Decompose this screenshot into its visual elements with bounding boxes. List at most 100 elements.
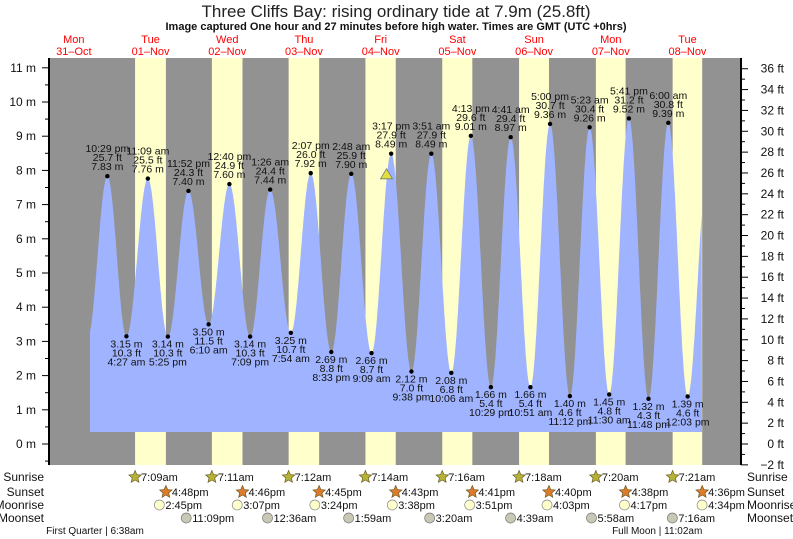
moonset-icon	[424, 512, 436, 524]
high-tide-point	[186, 188, 191, 194]
high-tide-point	[349, 171, 354, 177]
low-tide-label: 9:09 am	[353, 373, 391, 385]
high-tide-label: 25.7 ft	[93, 152, 122, 164]
high-tide-label: 9.36 m	[534, 109, 566, 121]
day-label-date: 08–Nov	[669, 46, 707, 58]
moonrise-icon	[153, 499, 165, 511]
high-tide-label: 7.40 m	[172, 176, 204, 188]
high-tide-label: 7.83 m	[91, 161, 123, 173]
moonset-time: 12:36am	[274, 513, 317, 525]
moonrise-icon	[231, 499, 243, 511]
sunrise-time: 7:18am	[525, 472, 562, 484]
right-tick-label: 26 ft	[761, 166, 785, 180]
day-label-date: 03–Nov	[285, 46, 323, 58]
sunrise-time: 7:11am	[218, 472, 254, 484]
sunrise-row-label: Sunrise	[3, 470, 44, 484]
tide-area	[90, 118, 702, 433]
moonrise-icon	[386, 499, 398, 511]
high-tide-point	[227, 181, 232, 187]
sunrise-time: 7:16am	[448, 472, 485, 484]
high-tide-label: 30.4 ft	[575, 103, 604, 115]
day-label-date: 02–Nov	[208, 46, 246, 58]
moon-phase-label: First Quarter | 6:38am	[46, 526, 144, 537]
sunset-icon	[388, 484, 403, 499]
chart-title: Three Cliffs Bay: rising ordinary tide a…	[202, 2, 591, 21]
sunrise-icon	[665, 469, 680, 484]
high-tide-label: 9.01 m	[455, 121, 487, 133]
day-label-dow: Thu	[294, 34, 313, 46]
low-tide-label: 4.3 ft	[637, 410, 660, 422]
sunset-icon	[158, 484, 173, 499]
left-tick-label: 1 m	[16, 403, 36, 417]
moonset-time: 4:39am	[517, 513, 554, 525]
moonrise-time: 4:17pm	[630, 500, 667, 512]
sunset-time: 4:38pm	[632, 487, 669, 499]
right-tick-label: 34 ft	[761, 83, 785, 97]
low-tide-label: 2.69 m	[315, 354, 347, 366]
high-tide-label: 3:17 pm	[372, 121, 410, 133]
moonrise-icon	[541, 499, 553, 511]
moonset-icon	[343, 512, 355, 524]
low-tide-point	[247, 334, 253, 339]
moonrise-icon	[619, 499, 630, 511]
high-tide-label: 4:13 pm	[452, 103, 490, 115]
day-label-dow: Tue	[141, 34, 160, 46]
high-tide-label: 24.4 ft	[256, 166, 285, 178]
moonrise-time: 4:34pm	[708, 500, 745, 512]
low-tide-label: 2.66 m	[356, 355, 388, 367]
moonrise-row-label: Moonrise	[0, 498, 44, 512]
low-tide-label: 7:54 am	[272, 353, 310, 365]
sunrise-icon	[204, 469, 219, 484]
low-tide-point	[488, 385, 494, 390]
low-tide-label: 3.14 m	[152, 339, 184, 351]
high-tide-point	[105, 174, 110, 179]
low-tide-label: 10:29 pm	[469, 407, 513, 419]
day-label-dow: Mon	[63, 34, 84, 46]
high-tide-label: 26.0 ft	[296, 149, 325, 161]
high-tide-label: 4:41 am	[492, 104, 530, 116]
low-tide-point	[528, 385, 533, 390]
low-tide-point	[685, 394, 690, 399]
sunrise-icon	[512, 469, 527, 484]
low-tide-point	[329, 349, 334, 355]
low-tide-label: 5.4 ft	[519, 398, 542, 410]
left-tick-label: 11 m	[10, 61, 36, 75]
sunset-icon	[235, 484, 250, 499]
high-tide-label: 25.9 ft	[337, 150, 366, 162]
high-tide-label: 2:48 am	[332, 141, 370, 153]
low-tide-label: 3.50 m	[193, 326, 225, 338]
right-tick-label: 6 ft	[767, 374, 784, 388]
left-tick-label: 4 m	[16, 300, 36, 314]
high-tide-label: 1:26 am	[251, 157, 289, 169]
low-tide-label: 3.15 m	[110, 338, 142, 350]
high-tide-label: 9.26 m	[574, 112, 606, 124]
moonset-time: 3:20am	[436, 513, 473, 525]
sunrise-time: 7:14am	[371, 472, 408, 484]
moonrise-row-label-right: Moonrise	[747, 498, 793, 512]
moonset-icon	[586, 512, 597, 524]
low-tide-point	[449, 370, 454, 376]
right-tick-label: 16 ft	[761, 270, 785, 284]
left-tick-label: 0 m	[16, 437, 36, 451]
right-tick-label: −2 ft	[760, 458, 784, 472]
low-tide-label: 1.45 m	[593, 396, 625, 408]
moonrise-icon	[464, 499, 476, 511]
sunrise-icon	[358, 469, 373, 484]
high-tide-point	[547, 121, 553, 127]
right-tick-label: 28 ft	[761, 145, 785, 159]
low-tide-label: 8.8 ft	[320, 363, 343, 375]
high-tide-label: 6:00 am	[649, 90, 687, 102]
right-tick-label: 18 ft	[761, 249, 785, 263]
low-tide-label: 10.3 ft	[112, 347, 141, 359]
low-tide-point	[288, 330, 294, 336]
high-tide-label: 12:40 pm	[208, 151, 252, 163]
low-tide-label: 1.66 m	[475, 389, 507, 401]
day-label-date: 01–Nov	[132, 46, 170, 58]
high-tide-point	[145, 176, 151, 181]
sunrise-row-label-right: Sunrise	[747, 470, 788, 484]
high-tide-label: 2:07 pm	[292, 140, 330, 152]
moonset-row-label: Moonset	[0, 511, 45, 525]
sunrise-icon	[281, 469, 296, 484]
day-label-dow: Sat	[449, 34, 466, 46]
sunrise-time: 7:21am	[679, 472, 716, 484]
